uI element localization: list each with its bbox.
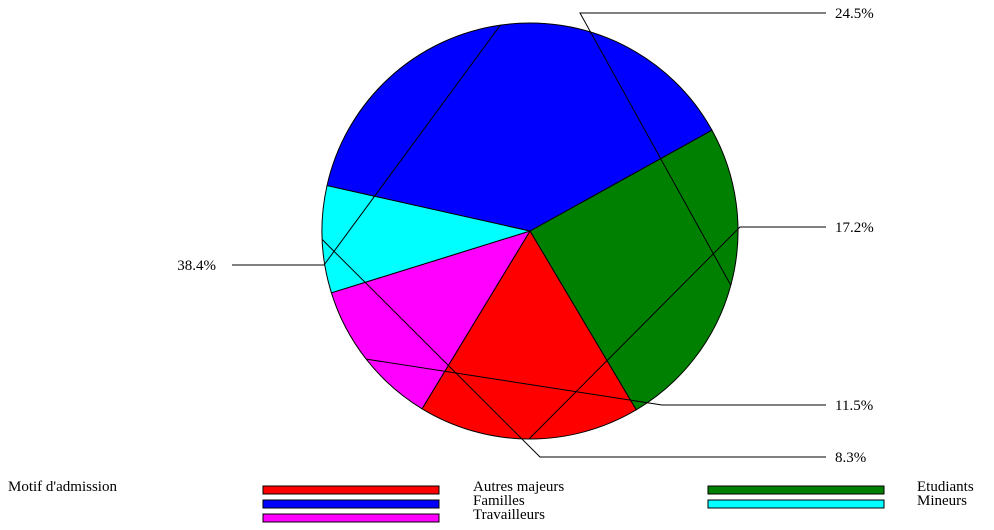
legend-item-travailleurs: Travailleurs bbox=[262, 507, 545, 523]
legend-item-etudiants: Etudiants bbox=[707, 479, 974, 495]
legend-item-mineurs: Mineurs bbox=[707, 493, 967, 509]
leader-line-familles bbox=[232, 24, 501, 266]
leader-line-etudiants bbox=[579, 12, 826, 286]
slice-label-mineurs: 8.3% bbox=[835, 450, 866, 466]
slice-label-autres-majeurs: 17.2% bbox=[835, 220, 874, 236]
legend-title: Motif d'admission bbox=[8, 479, 117, 495]
legend-label-travailleurs: Travailleurs bbox=[473, 507, 545, 523]
legend-swatch-mineurs bbox=[707, 499, 885, 509]
leader-line-travailleurs bbox=[366, 358, 826, 406]
pie-slice-mineurs bbox=[321, 184, 532, 294]
slice-label-familles: 38.4% bbox=[177, 258, 216, 274]
legend-label-autres-majeurs: Autres majeurs bbox=[473, 479, 564, 495]
legend-swatch-familles bbox=[262, 499, 440, 509]
legend-swatch-autres-majeurs bbox=[262, 485, 440, 495]
pie-slices bbox=[321, 22, 739, 440]
slice-label-travailleurs: 11.5% bbox=[835, 398, 873, 414]
slice-labels: 24.5% 17.2% 11.5% 8.3% 38.4% bbox=[177, 6, 874, 466]
leader-line-mineurs bbox=[321, 239, 826, 458]
leader-lines bbox=[232, 12, 826, 458]
legend-label-familles: Familles bbox=[473, 493, 525, 509]
legend-item-autres-majeurs: Autres majeurs bbox=[262, 479, 564, 495]
legend-label-mineurs: Mineurs bbox=[917, 493, 967, 509]
slice-label-etudiants: 24.5% bbox=[835, 6, 874, 22]
legend: Motif d'admission Autres majeurs Etudiant… bbox=[8, 479, 974, 523]
legend-item-familles: Familles bbox=[262, 493, 525, 509]
legend-label-etudiants: Etudiants bbox=[917, 479, 974, 495]
legend-swatch-travailleurs bbox=[262, 513, 440, 523]
leader-line-autres-majeurs bbox=[528, 226, 826, 440]
legend-swatch-etudiants bbox=[707, 485, 885, 495]
